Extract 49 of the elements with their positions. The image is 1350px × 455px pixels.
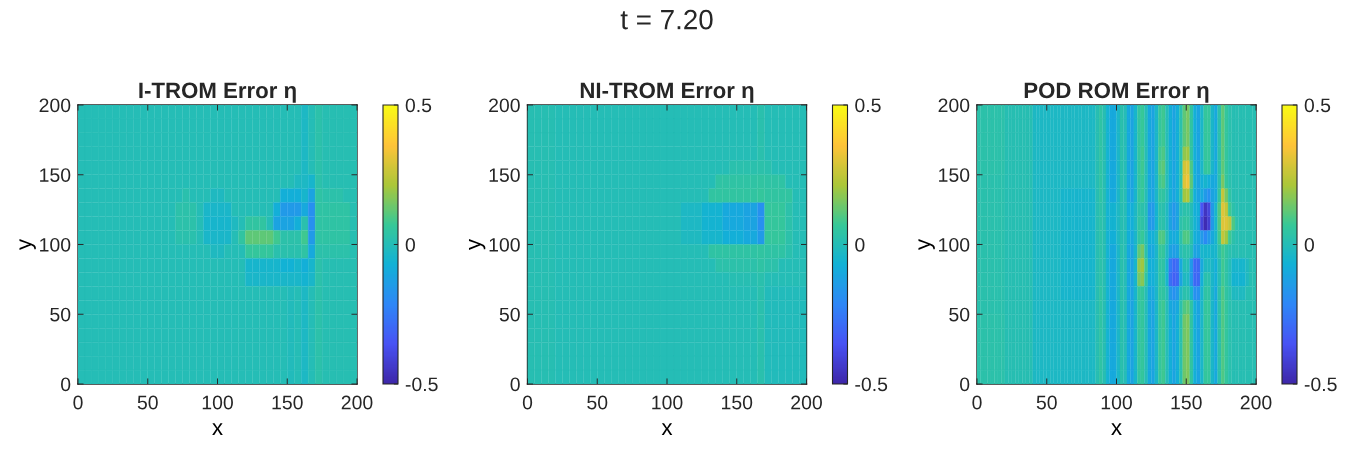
y-tick-label: 50 xyxy=(499,307,520,322)
color-bar-label: 0 xyxy=(405,237,415,252)
color-bar-label: 0 xyxy=(855,237,865,252)
y-axis-title: y xyxy=(918,238,935,250)
color-bar-label: -0.5 xyxy=(855,377,888,392)
x-tick-label: 150 xyxy=(722,395,753,410)
y-tick-label: 200 xyxy=(39,98,71,113)
y-tick-label: 200 xyxy=(938,98,970,113)
y-tick-label: 0 xyxy=(510,377,520,392)
color-bar-label: 0.5 xyxy=(405,98,432,113)
color-bar-label: 0 xyxy=(1304,237,1314,252)
y-tick-label: 200 xyxy=(489,98,520,113)
x-tick-label: 150 xyxy=(272,395,303,410)
x-tick-label: 100 xyxy=(1101,395,1132,410)
color-bar-label: -0.5 xyxy=(1304,377,1337,392)
x-axis-title: x xyxy=(212,423,223,435)
color-bar-label: 0.5 xyxy=(1304,98,1331,113)
x-tick-label: 200 xyxy=(341,395,373,410)
color-bar-label: 0.5 xyxy=(855,98,881,113)
x-tick-label: 50 xyxy=(137,395,158,410)
text: t = 7.20 xyxy=(620,9,713,30)
y-tick-label: 100 xyxy=(939,237,970,252)
chart-title: NI-TROM Error η xyxy=(580,82,754,103)
chart-title: POD ROM Error η xyxy=(1024,82,1209,103)
x-tick-label: 100 xyxy=(652,395,683,410)
y-tick-label: 50 xyxy=(50,307,71,322)
y-tick-label: 150 xyxy=(489,168,520,182)
x-tick-label: 50 xyxy=(1036,395,1057,410)
y-tick-label: 50 xyxy=(949,307,970,322)
x-tick-label: 200 xyxy=(791,395,822,410)
chart-title: I-TROM Error η xyxy=(139,82,296,103)
y-tick-label: 100 xyxy=(40,237,71,252)
x-tick-label: 200 xyxy=(1240,395,1272,410)
y-tick-label: 150 xyxy=(40,168,71,182)
y-tick-label: 100 xyxy=(489,237,520,252)
x-axis-title: x xyxy=(661,423,673,435)
x-tick-label: 0 xyxy=(73,395,83,410)
x-tick-label: 150 xyxy=(1171,395,1202,410)
color-bar-label: -0.5 xyxy=(405,377,438,392)
x-tick-label: 0 xyxy=(522,395,533,410)
x-tick-label: 50 xyxy=(587,395,608,410)
y-tick-label: 0 xyxy=(61,377,71,392)
y-axis-title: y xyxy=(19,238,36,250)
x-axis-title: x xyxy=(1111,423,1122,435)
y-tick-label: 0 xyxy=(960,377,970,392)
y-axis-title: y xyxy=(468,238,486,250)
x-tick-label: 0 xyxy=(972,395,982,410)
y-tick-label: 150 xyxy=(939,168,970,182)
x-tick-label: 100 xyxy=(202,395,233,410)
